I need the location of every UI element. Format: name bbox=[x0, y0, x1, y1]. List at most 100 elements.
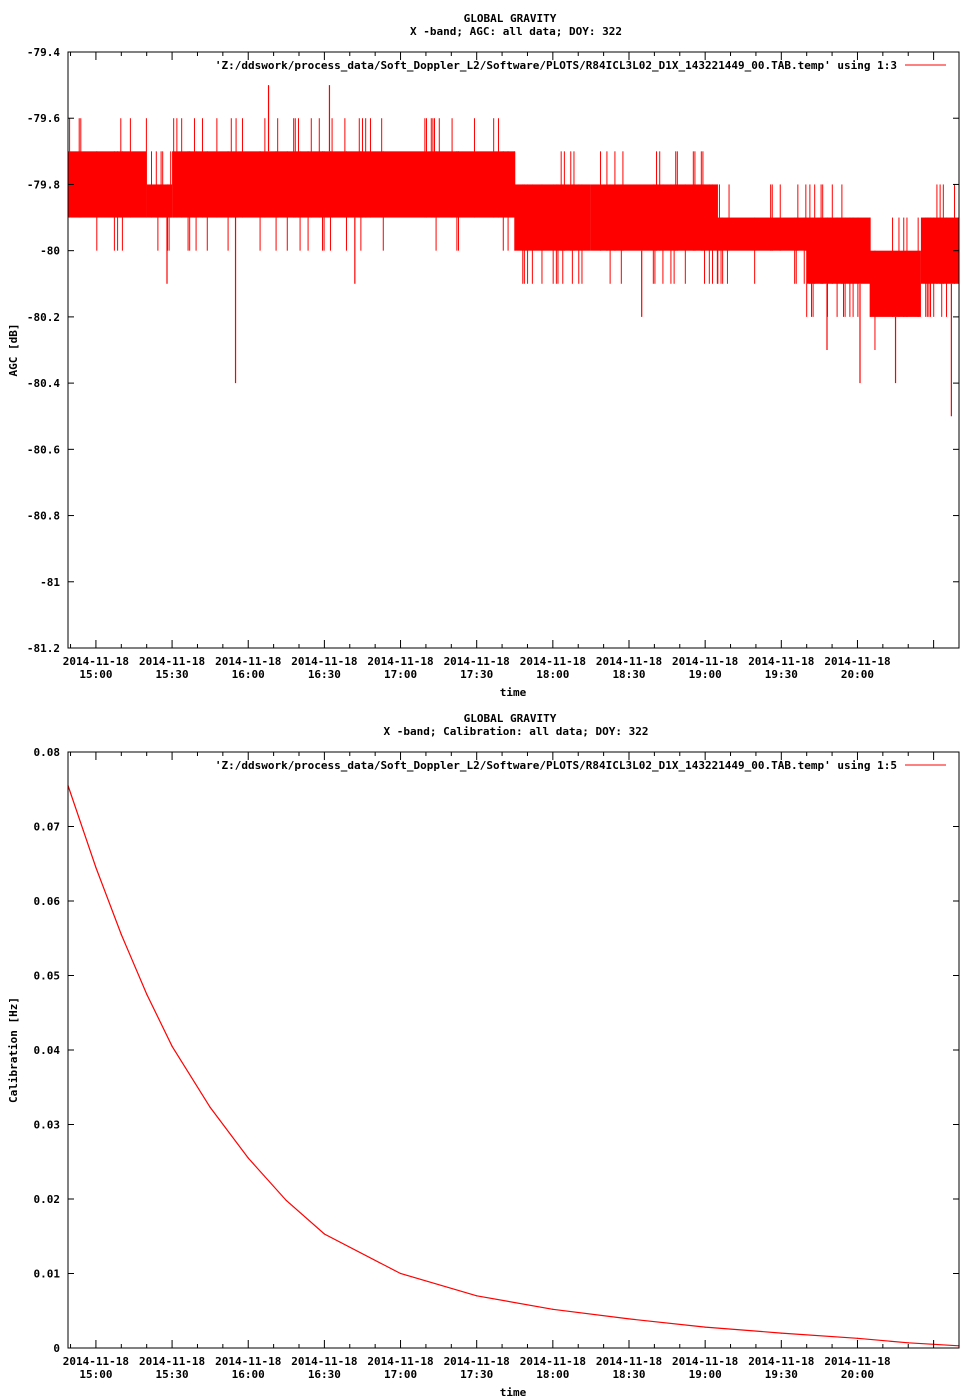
legend-entry: 'Z:/ddswork/process_data/Soft_Doppler_L2… bbox=[215, 59, 897, 72]
y-tick-label: 0.04 bbox=[34, 1044, 61, 1057]
x-tick-date-label: 2014-11-18 bbox=[748, 655, 814, 668]
agc-band bbox=[590, 184, 718, 251]
agc-plot-area bbox=[68, 85, 959, 417]
x-tick-date-label: 2014-11-18 bbox=[824, 1355, 890, 1368]
agc-y-axis: -79.4 -79.6 -79.8 -80 -80.2 -80.4 -80.6 -80.8 -8… bbox=[27, 46, 959, 655]
agc-band bbox=[172, 151, 515, 218]
x-tick-date-label: 2014-11-18 bbox=[748, 1355, 814, 1368]
x-tick-time-label: 17:00 bbox=[384, 1368, 417, 1381]
x-tick-date-label: 2014-11-18 bbox=[291, 655, 357, 668]
calibration-point bbox=[399, 1272, 402, 1275]
calibration-point bbox=[552, 1308, 554, 1310]
x-tick-time-label: 17:00 bbox=[384, 668, 417, 681]
x-tick-date-label: 2014-11-18 bbox=[215, 655, 281, 668]
y-tick-label: 0.08 bbox=[34, 746, 61, 759]
y-tick-label: 0.01 bbox=[34, 1268, 61, 1281]
x-tick-time-label: 19:00 bbox=[689, 668, 722, 681]
calibration-y-axis: 0 0.01 0.02 0.03 0.04 0.05 0.06 0.07 0.08 bbox=[34, 746, 959, 1355]
y-tick-label: 0.02 bbox=[34, 1193, 61, 1206]
y-tick-label: 0 bbox=[53, 1342, 60, 1355]
agc-plot-frame bbox=[67, 51, 960, 649]
x-tick-date-label: 2014-11-18 bbox=[63, 655, 129, 668]
y-tick-label: -80.8 bbox=[27, 510, 60, 523]
calibration-point bbox=[323, 1233, 325, 1235]
calibration-point bbox=[780, 1332, 782, 1334]
x-tick-date-label: 2014-11-18 bbox=[444, 1355, 510, 1368]
calibration-x-axis: 2014-11-1815:002014-11-1815:302014-11-18… bbox=[63, 752, 960, 1381]
calibration-point bbox=[209, 1106, 211, 1108]
calibration-point bbox=[95, 866, 97, 869]
x-tick-time-label: 17:30 bbox=[460, 668, 493, 681]
calibration-plot-frame bbox=[67, 751, 960, 1349]
y-tick-label: -79.6 bbox=[27, 112, 60, 125]
calibration-point bbox=[146, 993, 148, 995]
calibration-line bbox=[67, 785, 960, 1347]
y-tick-label: 0.03 bbox=[34, 1119, 61, 1132]
calibration-point bbox=[120, 933, 122, 936]
y-axis-label: Calibration [Hz] bbox=[7, 997, 20, 1103]
x-tick-time-label: 19:30 bbox=[765, 668, 798, 681]
y-tick-label: -80 bbox=[40, 245, 60, 258]
x-tick-time-label: 16:00 bbox=[232, 1368, 265, 1381]
x-axis-label: time bbox=[500, 686, 527, 699]
x-tick-date-label: 2014-11-18 bbox=[139, 655, 205, 668]
x-tick-date-label: 2014-11-18 bbox=[672, 1355, 738, 1368]
x-tick-date-label: 2014-11-18 bbox=[367, 655, 433, 668]
agc-band bbox=[68, 151, 147, 218]
x-tick-date-label: 2014-11-18 bbox=[520, 655, 586, 668]
x-tick-time-label: 20:00 bbox=[841, 668, 874, 681]
y-tick-label: 0.05 bbox=[34, 970, 61, 983]
y-axis-label: AGC [dB] bbox=[7, 324, 20, 377]
x-tick-date-label: 2014-11-18 bbox=[672, 655, 738, 668]
calibration-point bbox=[247, 1157, 249, 1159]
x-tick-date-label: 2014-11-18 bbox=[215, 1355, 281, 1368]
legend-entry: 'Z:/ddswork/process_data/Soft_Doppler_L2… bbox=[215, 759, 897, 772]
agc-band bbox=[870, 250, 921, 317]
y-tick-label: -79.8 bbox=[27, 178, 60, 191]
x-tick-date-label: 2014-11-18 bbox=[596, 1355, 662, 1368]
y-tick-label: 0.06 bbox=[34, 895, 61, 908]
x-tick-date-label: 2014-11-18 bbox=[63, 1355, 129, 1368]
agc-chart-panel: GLOBAL GRAVITY X -band; AGC: all data; D… bbox=[7, 12, 960, 699]
x-tick-date-label: 2014-11-18 bbox=[291, 1355, 357, 1368]
x-tick-time-label: 18:00 bbox=[536, 1368, 569, 1381]
y-tick-label: -80.4 bbox=[27, 377, 60, 390]
x-tick-date-label: 2014-11-18 bbox=[139, 1355, 205, 1368]
x-tick-time-label: 16:30 bbox=[308, 1368, 341, 1381]
x-tick-time-label: 18:30 bbox=[612, 1368, 645, 1381]
x-tick-date-label: 2014-11-18 bbox=[367, 1355, 433, 1368]
agc-band bbox=[717, 217, 807, 251]
calibration-point bbox=[856, 1337, 859, 1339]
y-tick-label: -81 bbox=[40, 576, 60, 589]
calibration-chart-panel: GLOBAL GRAVITY X -band; Calibration: all… bbox=[7, 712, 960, 1399]
y-tick-label: -80.2 bbox=[27, 311, 60, 324]
y-tick-label: -80.6 bbox=[27, 443, 60, 456]
x-tick-time-label: 15:30 bbox=[156, 1368, 189, 1381]
calibration-point bbox=[476, 1295, 478, 1297]
calibration-point bbox=[704, 1326, 706, 1328]
x-tick-time-label: 16:30 bbox=[308, 668, 341, 681]
x-tick-time-label: 15:30 bbox=[156, 668, 189, 681]
x-tick-time-label: 16:00 bbox=[232, 668, 265, 681]
calibration-plot-area bbox=[67, 784, 960, 1347]
x-tick-date-label: 2014-11-18 bbox=[444, 655, 510, 668]
chart-subtitle: X -band; AGC: all data; DOY: 322 bbox=[410, 25, 622, 38]
x-tick-time-label: 20:00 bbox=[841, 1368, 874, 1381]
x-tick-time-label: 19:00 bbox=[689, 1368, 722, 1381]
x-tick-date-label: 2014-11-18 bbox=[824, 655, 890, 668]
agc-band bbox=[806, 217, 871, 284]
agc-x-axis: 2014-11-1815:002014-11-1815:302014-11-18… bbox=[63, 52, 960, 681]
x-axis-label: time bbox=[500, 1386, 527, 1399]
x-tick-time-label: 18:00 bbox=[536, 668, 569, 681]
calibration-point bbox=[171, 1045, 173, 1047]
chart-title: GLOBAL GRAVITY bbox=[464, 12, 557, 25]
agc-band bbox=[146, 184, 173, 218]
x-tick-time-label: 17:30 bbox=[460, 1368, 493, 1381]
x-tick-time-label: 18:30 bbox=[612, 668, 645, 681]
x-tick-date-label: 2014-11-18 bbox=[520, 1355, 586, 1368]
chart-title: GLOBAL GRAVITY bbox=[464, 712, 557, 725]
calibration-point bbox=[285, 1199, 287, 1202]
calibration-point bbox=[907, 1342, 909, 1344]
calibration-point bbox=[628, 1318, 630, 1320]
